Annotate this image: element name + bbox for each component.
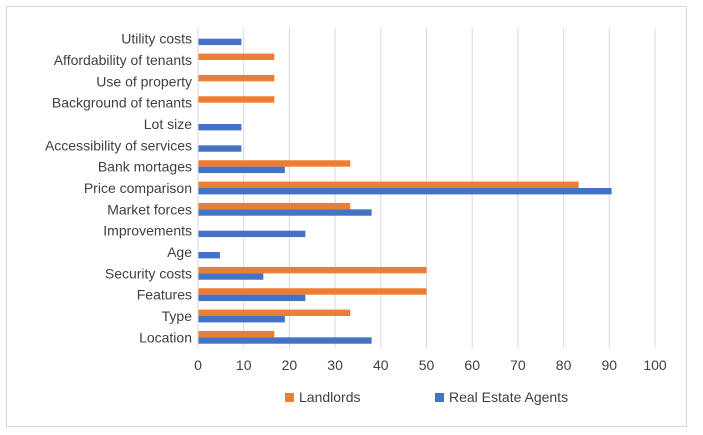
bar-landlords — [198, 202, 351, 210]
x-tick-label: 30 — [327, 357, 343, 373]
legend: Landlords Real Estate Agents — [285, 389, 568, 405]
category-label: Security costs — [105, 265, 192, 281]
category-label: Accessibility of services — [45, 137, 192, 153]
x-tick-label: 10 — [236, 357, 252, 373]
category-label: Bank mortages — [98, 159, 192, 175]
legend-real-estate-agents-swatch — [435, 393, 444, 402]
bar-real-estate-agents — [198, 124, 242, 131]
category-label: Background of tenants — [52, 95, 192, 111]
legend-landlords-swatch — [285, 393, 294, 402]
bar-real-estate-agents — [198, 188, 612, 195]
category-label: Utility costs — [121, 31, 192, 47]
category-label: Age — [167, 244, 192, 260]
bar-real-estate-agents — [198, 294, 306, 302]
x-tick-label: 100 — [643, 357, 667, 373]
bars — [198, 38, 612, 344]
bar-chart: Location Type Features Security costs Age Imp… — [45, 28, 667, 405]
legend-real-estate-agents-label: Real Estate Agents — [449, 389, 568, 405]
category-label: Use of property — [96, 73, 192, 89]
x-tick-label: 40 — [373, 357, 389, 373]
category-labels: Location Type Features Security costs Age Imp… — [45, 31, 192, 346]
bar-landlords — [198, 74, 275, 82]
category-label: Location — [139, 329, 192, 345]
bar-real-estate-agents — [198, 273, 264, 280]
category-label: Type — [162, 308, 193, 324]
bar-landlords — [198, 266, 427, 274]
x-tick-label: 80 — [556, 357, 572, 373]
x-tick-label: 60 — [464, 357, 480, 373]
legend-landlords-label: Landlords — [299, 389, 361, 405]
bar-landlords — [198, 288, 427, 295]
bar-landlords — [198, 96, 275, 103]
category-label: Market forces — [107, 201, 192, 217]
category-label: Affordability of tenants — [54, 52, 192, 68]
bar-real-estate-agents — [198, 38, 242, 46]
category-label: Features — [137, 287, 192, 303]
x-tick-label: 0 — [194, 357, 202, 373]
bar-real-estate-agents — [198, 230, 306, 238]
x-tick-labels: 0 10 20 30 40 50 60 70 80 90 100 — [194, 357, 667, 373]
category-label: Lot size — [144, 116, 192, 132]
bar-real-estate-agents — [198, 252, 220, 259]
x-tick-label: 50 — [419, 357, 435, 373]
x-tick-label: 20 — [282, 357, 298, 373]
category-label: Improvements — [103, 223, 192, 239]
bar-landlords — [198, 309, 351, 316]
bar-real-estate-agents — [198, 145, 242, 152]
x-tick-label: 90 — [602, 357, 618, 373]
bar-real-estate-agents — [198, 166, 285, 174]
bar-real-estate-agents — [198, 209, 372, 216]
bar-landlords — [198, 181, 579, 188]
bar-real-estate-agents — [198, 337, 372, 344]
bar-landlords — [198, 53, 275, 60]
bar-landlords — [198, 330, 275, 338]
x-tick-label: 70 — [510, 357, 526, 373]
bar-landlords — [198, 160, 351, 167]
category-label: Price comparison — [84, 180, 192, 196]
bar-real-estate-agents — [198, 316, 285, 323]
chart-frame: Location Type Features Security costs Age Imp… — [6, 6, 687, 427]
